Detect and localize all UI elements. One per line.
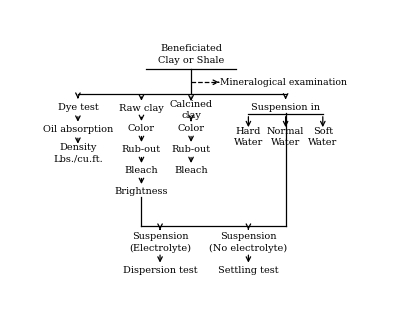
Text: Color: Color: [178, 124, 204, 133]
Text: Calcined
clay: Calcined clay: [170, 100, 213, 120]
Text: Rub-out: Rub-out: [122, 145, 161, 154]
Text: Beneficiated
Clay or Shale: Beneficiated Clay or Shale: [158, 44, 224, 65]
Text: Rub-out: Rub-out: [172, 145, 211, 154]
Text: Brightness: Brightness: [115, 187, 168, 196]
Text: Settling test: Settling test: [218, 266, 279, 275]
Text: Suspension
(No electrolyte): Suspension (No electrolyte): [209, 232, 288, 253]
Text: Suspension
(Electrolyte): Suspension (Electrolyte): [129, 232, 191, 253]
Text: Density
Lbs./cu.ft.: Density Lbs./cu.ft.: [53, 143, 103, 163]
Text: Raw clay: Raw clay: [119, 104, 164, 113]
Text: Mineralogical examination: Mineralogical examination: [220, 78, 347, 87]
Text: Suspension in: Suspension in: [251, 103, 320, 112]
Text: Normal
Water: Normal Water: [267, 127, 304, 147]
Text: Hard
Water: Hard Water: [234, 127, 263, 147]
Text: Color: Color: [128, 124, 155, 133]
Text: Bleach: Bleach: [174, 166, 208, 175]
Text: Soft
Water: Soft Water: [308, 127, 338, 147]
Text: Dispersion test: Dispersion test: [123, 266, 197, 275]
Text: Dye test: Dye test: [58, 103, 98, 112]
Text: Oil absorption: Oil absorption: [43, 126, 113, 134]
Text: Bleach: Bleach: [125, 166, 158, 175]
